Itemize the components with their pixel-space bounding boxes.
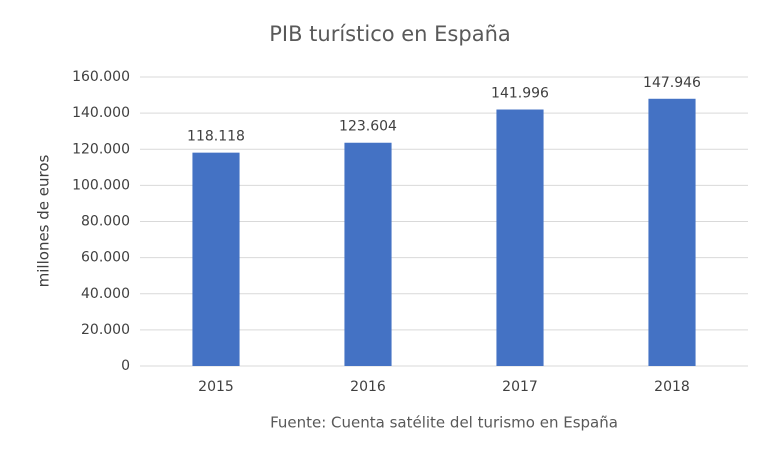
- y-tick-label: 20.000: [81, 322, 130, 338]
- y-tick-label: 140.000: [72, 105, 130, 121]
- data-label: 147.946: [643, 75, 701, 91]
- bar: [648, 98, 696, 367]
- bar: [192, 152, 240, 366]
- x-tick-label: 2017: [502, 379, 538, 395]
- data-label: 141.996: [491, 86, 549, 102]
- data-label: 123.604: [339, 119, 397, 135]
- x-tick-label: 2018: [654, 379, 690, 395]
- y-tick-label: 80.000: [81, 214, 130, 230]
- data-label: 118.118: [187, 129, 245, 145]
- x-tick-label: 2016: [350, 379, 386, 395]
- y-tick-label: 0: [121, 358, 130, 374]
- x-axis-label: Fuente: Cuenta satélite del turismo en E…: [270, 414, 618, 432]
- y-tick-label: 160.000: [72, 69, 130, 85]
- chart-title: PIB turístico en España: [269, 22, 511, 46]
- y-tick-label: 100.000: [72, 177, 130, 193]
- y-axis-label: millones de euros: [35, 154, 53, 287]
- y-tick-label: 40.000: [81, 286, 130, 302]
- bar: [344, 142, 392, 366]
- x-tick-label: 2015: [198, 379, 234, 395]
- bar: [496, 109, 544, 367]
- y-tick-label: 60.000: [81, 250, 130, 266]
- y-tick-label: 120.000: [72, 141, 130, 157]
